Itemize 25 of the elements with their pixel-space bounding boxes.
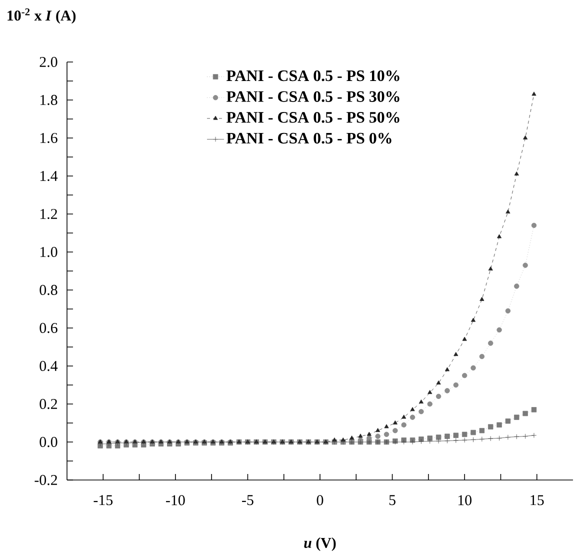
x-tick-label: -10: [166, 495, 185, 506]
y-tick-label: 1.6: [40, 132, 58, 144]
y-tick-label: 0.0: [40, 436, 58, 448]
legend-label: PANI - CSA 0.5 - PS 10%: [226, 70, 400, 82]
x-tick-label: -15: [94, 495, 113, 506]
legend-label: PANI - CSA 0.5 - PS 50%: [226, 112, 400, 123]
y-tick-label: 0.4: [40, 360, 58, 372]
x-tick-label: 5: [389, 495, 396, 506]
x-tick-label: 0: [316, 495, 324, 506]
y-tick-label: 1.0: [40, 246, 58, 258]
x-tick-label: -5: [242, 495, 254, 506]
x-axis-title: u (V): [304, 537, 336, 551]
y-tick-label: 1.4: [40, 170, 58, 182]
x-tick-label: 15: [530, 495, 544, 506]
legend-label: PANI - CSA 0.5 - PS 30%: [226, 91, 400, 102]
x-tick-label: 10: [458, 495, 472, 506]
y-tick-label: 1.2: [40, 208, 57, 220]
y-axis-title: 10$^{-2}$ x I (A): [8, 8, 76, 24]
y-tick-label: 0.2: [40, 398, 57, 410]
y-tick-label: 2.0: [40, 56, 58, 68]
y-tick-label: 1.8: [40, 94, 58, 106]
legend-label: PANI - CSA 0.5 - PS 0%: [226, 132, 392, 144]
y-tick-label: 0.6: [40, 322, 58, 334]
y-tick-label: -0.2: [34, 474, 57, 486]
y-tick-label: 0.8: [40, 284, 58, 296]
